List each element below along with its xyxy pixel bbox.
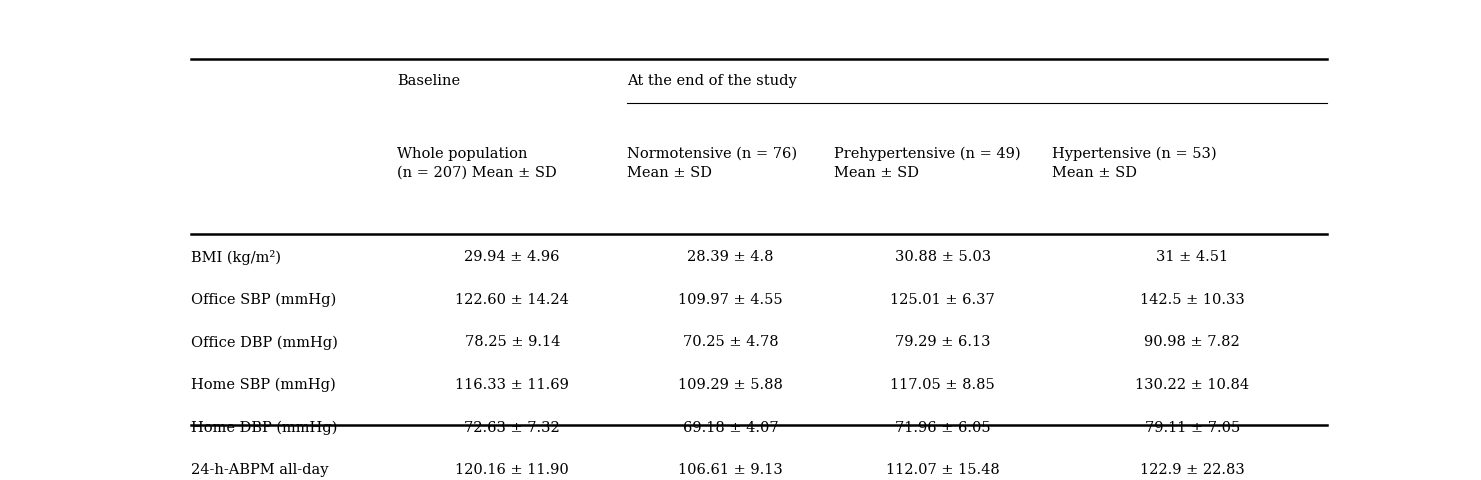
Text: Home SBP (mmHg): Home SBP (mmHg) <box>191 377 336 392</box>
Text: 106.61 ± 9.13: 106.61 ± 9.13 <box>678 462 782 476</box>
Text: Office SBP (mmHg): Office SBP (mmHg) <box>191 292 336 307</box>
Text: 70.25 ± 4.78: 70.25 ± 4.78 <box>683 335 778 349</box>
Text: 112.07 ± 15.48: 112.07 ± 15.48 <box>886 462 1000 476</box>
Text: 72.63 ± 7.32: 72.63 ± 7.32 <box>465 420 560 434</box>
Text: Normotensive (n = 76)
Mean ± SD: Normotensive (n = 76) Mean ± SD <box>626 146 797 180</box>
Text: 71.96 ± 6.05: 71.96 ± 6.05 <box>895 420 991 434</box>
Text: 24-h-ABPM all-day
SBP (mmHg): 24-h-ABPM all-day SBP (mmHg) <box>191 462 329 480</box>
Text: 117.05 ± 8.85: 117.05 ± 8.85 <box>890 377 995 391</box>
Text: At the end of the study: At the end of the study <box>626 74 797 88</box>
Text: 109.97 ± 4.55: 109.97 ± 4.55 <box>678 292 782 306</box>
Text: BMI (kg/m²): BMI (kg/m²) <box>191 250 281 265</box>
Text: Baseline: Baseline <box>397 74 461 88</box>
Text: 109.29 ± 5.88: 109.29 ± 5.88 <box>678 377 783 391</box>
Text: 130.22 ± 10.84: 130.22 ± 10.84 <box>1136 377 1250 391</box>
Text: Hypertensive (n = 53)
Mean ± SD: Hypertensive (n = 53) Mean ± SD <box>1052 146 1216 180</box>
Text: 122.9 ± 22.83: 122.9 ± 22.83 <box>1140 462 1244 476</box>
Text: 78.25 ± 9.14: 78.25 ± 9.14 <box>465 335 560 349</box>
Text: 79.29 ± 6.13: 79.29 ± 6.13 <box>895 335 991 349</box>
Text: 79.11 ± 7.05: 79.11 ± 7.05 <box>1145 420 1240 434</box>
Text: 29.94 ± 4.96: 29.94 ± 4.96 <box>465 250 560 264</box>
Text: 116.33 ± 11.69: 116.33 ± 11.69 <box>455 377 569 391</box>
Text: 28.39 ± 4.8: 28.39 ± 4.8 <box>687 250 773 264</box>
Text: 69.18 ± 4.07: 69.18 ± 4.07 <box>683 420 778 434</box>
Text: 30.88 ± 5.03: 30.88 ± 5.03 <box>895 250 991 264</box>
Text: 31 ± 4.51: 31 ± 4.51 <box>1157 250 1228 264</box>
Text: 122.60 ± 14.24: 122.60 ± 14.24 <box>455 292 569 306</box>
Text: Office DBP (mmHg): Office DBP (mmHg) <box>191 335 338 349</box>
Text: Prehypertensive (n = 49)
Mean ± SD: Prehypertensive (n = 49) Mean ± SD <box>834 146 1020 180</box>
Text: 90.98 ± 7.82: 90.98 ± 7.82 <box>1145 335 1240 349</box>
Text: Whole population
(n = 207) Mean ± SD: Whole population (n = 207) Mean ± SD <box>397 146 557 180</box>
Text: 120.16 ± 11.90: 120.16 ± 11.90 <box>455 462 569 476</box>
Text: 125.01 ± 6.37: 125.01 ± 6.37 <box>890 292 995 306</box>
Text: Home DBP (mmHg): Home DBP (mmHg) <box>191 420 338 434</box>
Text: 142.5 ± 10.33: 142.5 ± 10.33 <box>1140 292 1244 306</box>
